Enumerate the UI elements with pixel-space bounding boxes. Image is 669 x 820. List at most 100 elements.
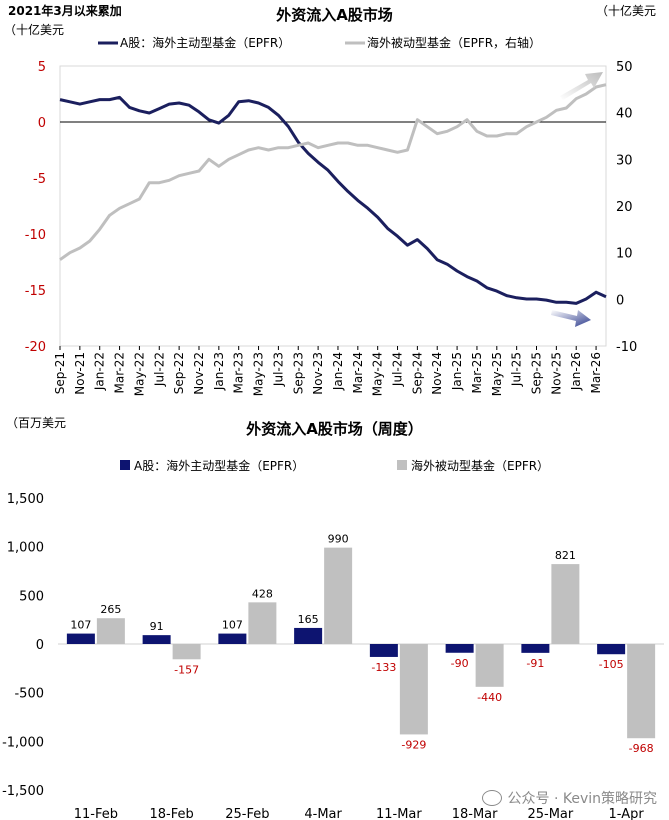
active-bar-value-label: 91: [150, 620, 164, 633]
y-tick-label: 1,500: [7, 492, 44, 507]
passive-fund-line: [59, 83, 607, 261]
active-fund-bar: [66, 633, 95, 644]
y-tick-label: -500: [14, 687, 44, 702]
x-category-label: 25-Feb: [225, 807, 269, 820]
x-tick-label: Sep-21: [53, 352, 67, 394]
right-y-tick-label: 50: [616, 60, 633, 75]
x-category-label: 18-Feb: [150, 807, 194, 820]
passive-fund-bar: [475, 644, 504, 687]
passive-trend-arrow: [560, 72, 603, 100]
passive-fund-bar: [248, 602, 277, 644]
wechat-icon: [481, 790, 502, 806]
y-tick-label: 1,000: [7, 541, 44, 556]
watermark-text: 公众号 · Kevin策略研究: [507, 791, 658, 807]
x-tick-label: Jul-22: [152, 352, 166, 387]
x-tick-label: Nov-24: [430, 352, 444, 395]
legend-label-active: A股：海外主动型基金（EPFR）: [120, 35, 290, 50]
y-tick-label: 0: [36, 638, 44, 653]
x-tick-label: Sep-24: [410, 352, 424, 394]
x-tick-label: May-25: [490, 352, 504, 396]
y-tick-label: -1,500: [2, 784, 44, 799]
y-tick-label: -1,000: [2, 735, 44, 750]
x-tick-label: May-23: [252, 352, 266, 396]
active-bar-value-label: -91: [526, 657, 544, 670]
x-tick-label: Jul-24: [391, 352, 405, 387]
weekly-flow-bar-chart: 1,500 1,000 500 0 -500 -1,000 -1,500 107 265 11-F…: [2, 458, 664, 820]
right-y-tick-label: 0: [616, 293, 624, 308]
passive-bar-value-label: 990: [328, 533, 349, 546]
right-y-tick-label: 40: [616, 107, 633, 122]
x-tick-label: Jan-24: [331, 352, 345, 391]
active-bar-value-label: -133: [371, 661, 396, 674]
x-tick-label: Jul-23: [271, 352, 285, 387]
x-tick-label: Jan-22: [93, 352, 107, 391]
legend-label-passive: 海外被动型基金（EPFR，右轴）: [367, 35, 541, 50]
x-tick-label: Nov-21: [73, 352, 87, 395]
plot-frame: [59, 65, 607, 347]
top-subtitle-left: 2021年3月以来累加: [8, 4, 122, 18]
x-tick-label: Sep-23: [291, 352, 305, 394]
x-tick-label: May-22: [132, 352, 146, 396]
active-bar-value-label: 107: [222, 619, 243, 632]
x-tick-label: Mar-26: [589, 352, 603, 393]
passive-bar-value-label: 821: [555, 549, 576, 562]
active-fund-line: [59, 95, 607, 305]
left-y-tick-label: -10: [25, 228, 46, 243]
x-category-label: 11-Feb: [74, 807, 118, 820]
x-tick-label: Mar-24: [351, 352, 365, 393]
x-tick-label: Mar-25: [470, 352, 484, 393]
left-y-tick-label: -20: [25, 340, 46, 355]
bottom-chart-title: 外资流入A股市场（周度）: [246, 420, 423, 438]
passive-bar-value-label: -157: [174, 663, 199, 676]
passive-bar-value-label: -440: [477, 691, 502, 704]
active-fund-bar: [445, 644, 474, 653]
passive-fund-bar: [324, 547, 353, 644]
x-tick-label: Jul-25: [510, 352, 524, 387]
legend-swatch-passive: [397, 460, 407, 470]
active-fund-bar: [294, 627, 323, 644]
legend-label-active: A股：海外主动型基金（EPFR）: [134, 458, 304, 473]
active-bar-value-label: -105: [599, 658, 624, 671]
active-trend-arrow: [551, 310, 591, 327]
passive-fund-bar: [172, 644, 201, 660]
x-tick-label: Jan-25: [450, 352, 464, 391]
y-tick-label: 500: [19, 589, 44, 604]
bottom-unit-label: （百万美元: [6, 416, 67, 430]
active-fund-bar: [369, 644, 398, 657]
x-category-label: 25-Mar: [527, 807, 573, 820]
passive-fund-bar: [551, 564, 580, 644]
x-tick-label: Mar-22: [113, 352, 127, 393]
passive-bar-value-label: -929: [401, 738, 426, 751]
legend-label-passive: 海外被动型基金（EPFR）: [411, 458, 549, 473]
passive-fund-bar: [627, 644, 656, 739]
top-chart-title: 外资流入A股市场: [276, 6, 393, 24]
top-left-unit: （十亿美元: [4, 23, 65, 37]
passive-bar-value-label: 265: [100, 603, 121, 616]
left-y-tick-label: -5: [33, 172, 46, 187]
x-tick-label: Jan-23: [212, 352, 226, 391]
left-y-tick-label: 0: [38, 116, 46, 131]
active-bar-value-label: 107: [70, 619, 91, 632]
active-fund-bar: [142, 635, 171, 644]
active-fund-bar: [521, 644, 550, 653]
x-category-label: 11-Mar: [376, 807, 422, 820]
x-tick-label: Sep-25: [530, 352, 544, 394]
passive-bar-value-label: -968: [629, 742, 654, 755]
watermark: 公众号 · Kevin策略研究: [481, 788, 658, 808]
x-category-label: 4-Mar: [304, 807, 342, 820]
passive-bar-value-label: 428: [252, 587, 273, 600]
x-category-label: 1-Apr: [609, 807, 645, 820]
right-y-tick-label: 20: [616, 200, 633, 215]
right-y-tick-label: 10: [616, 247, 633, 262]
x-tick-label: Sep-22: [172, 352, 186, 394]
passive-fund-bar: [96, 618, 125, 644]
active-bar-value-label: -90: [451, 657, 469, 670]
x-tick-label: Nov-25: [549, 352, 563, 395]
x-tick-label: Jan-26: [569, 352, 583, 391]
x-tick-label: May-24: [371, 352, 385, 396]
active-fund-bar: [218, 633, 247, 644]
active-fund-bar: [597, 644, 626, 655]
right-y-tick-label: 30: [616, 153, 633, 168]
left-y-tick-label: 5: [38, 60, 46, 75]
